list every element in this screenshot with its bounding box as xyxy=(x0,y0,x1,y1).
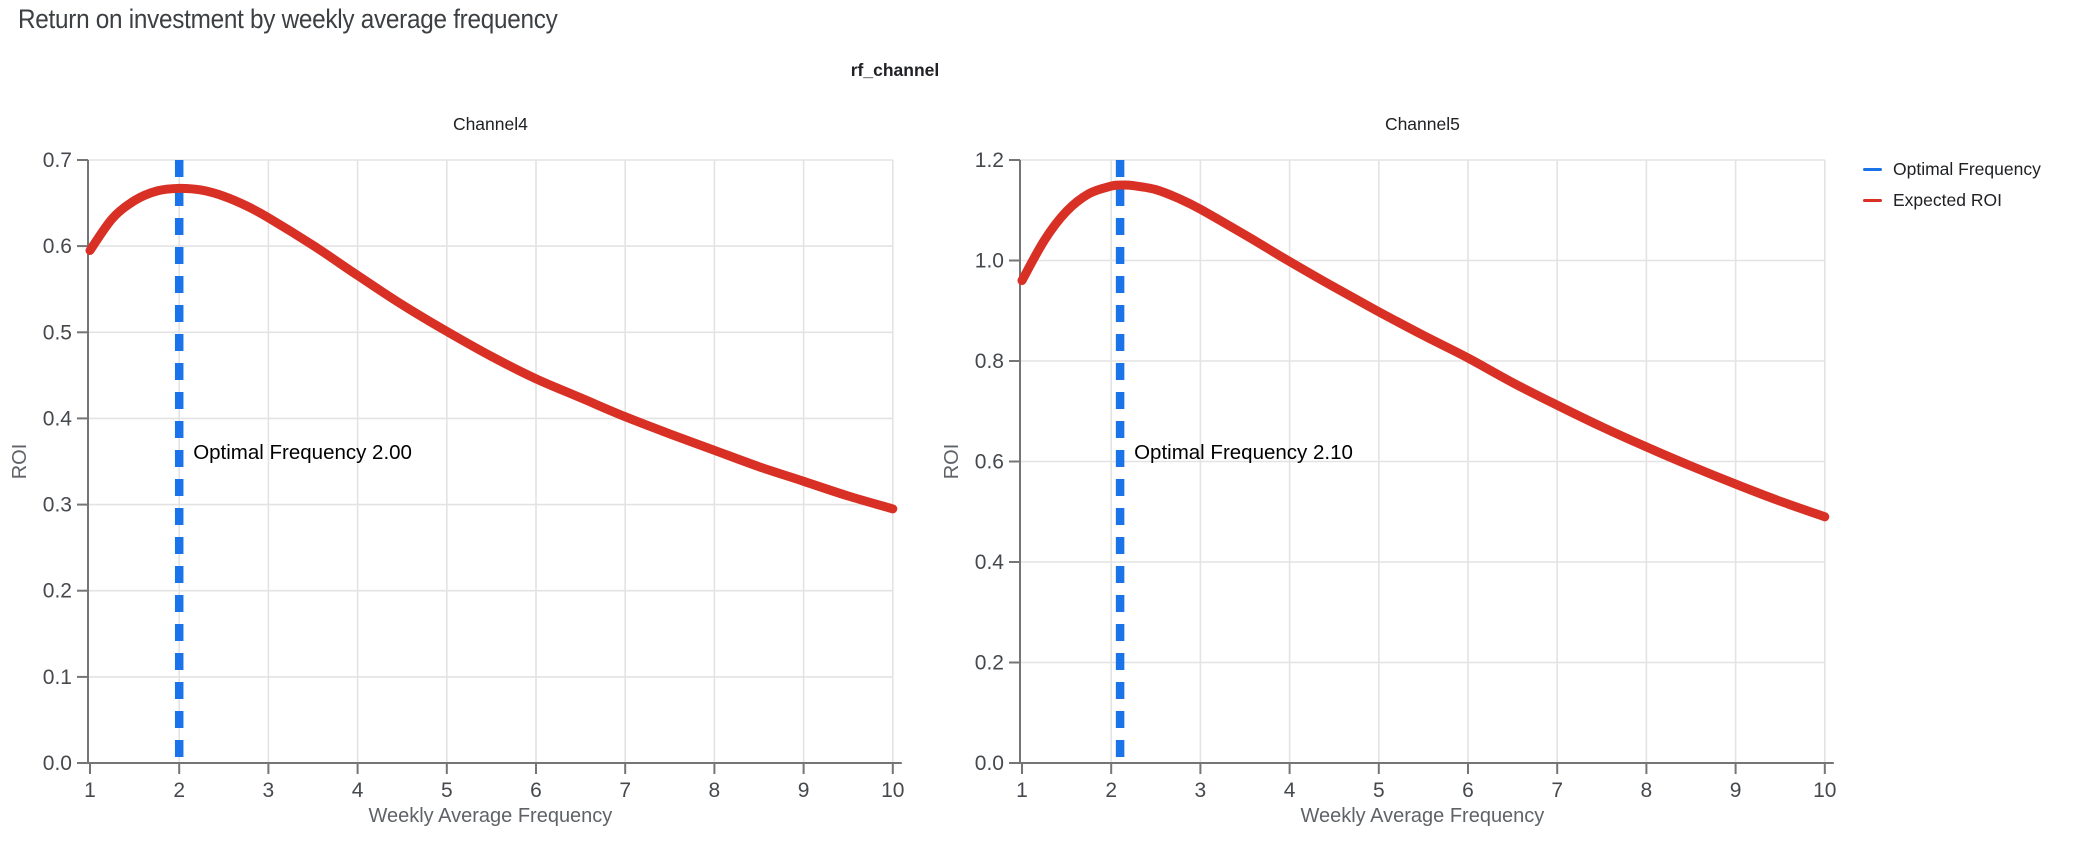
x-tick-label: 3 xyxy=(1195,779,1207,802)
y-tick-label: 0.6 xyxy=(43,235,72,258)
x-tick-label: 5 xyxy=(1373,779,1385,802)
expected-roi-curve xyxy=(85,183,898,514)
legend-item-expected-roi: Expected ROI xyxy=(1863,190,2041,211)
chart-svg: 0.0 0.2 0.4 0.6 0.8 1.0 1.2 1 2 3 4 5 6 7 8 9 10 Weekly A… xyxy=(941,114,1836,827)
axes xyxy=(77,159,902,774)
x-tick-label: 1 xyxy=(84,779,96,802)
x-tick-label: 2 xyxy=(1105,779,1117,802)
x-tick-label: 1 xyxy=(1016,779,1028,802)
y-tick-label: 0.5 xyxy=(43,321,72,344)
optimal-frequency-annotation: Optimal Frequency 2.00 xyxy=(193,441,412,464)
y-tick-label: 1.2 xyxy=(975,149,1004,172)
x-tick-label: 7 xyxy=(619,779,631,802)
x-tick-label: 8 xyxy=(709,779,721,802)
x-axis-title: Weekly Average Frequency xyxy=(368,805,612,827)
y-tick-label: 0.0 xyxy=(975,752,1004,775)
x-tick-label: 9 xyxy=(1730,779,1742,802)
roi-chart-channel4: 0.0 0.1 0.2 0.3 0.4 0.5 0.6 0.7 1 2 3 4 5 6 7 8 9 10 Weekl… xyxy=(0,100,920,840)
x-tick-label: 10 xyxy=(881,779,904,802)
roi-chart-channel5: 0.0 0.2 0.4 0.6 0.8 1.0 1.2 1 2 3 4 5 6 7 8 9 10 Weekly A… xyxy=(932,100,1852,840)
expected-roi-line-swatch xyxy=(1863,198,1882,203)
chart-subtitle: Channel5 xyxy=(1385,114,1460,134)
x-tick-label: 8 xyxy=(1641,779,1653,802)
y-tick-label: 0.4 xyxy=(43,407,73,430)
x-tick-label: 6 xyxy=(530,779,542,802)
y-tick-label: 0.0 xyxy=(43,752,72,775)
optimal-frequency-line-swatch xyxy=(1863,167,1882,172)
axes xyxy=(1009,159,1834,774)
chart-svg: 0.0 0.1 0.2 0.3 0.4 0.5 0.6 0.7 1 2 3 4 5 6 7 8 9 10 Weekl… xyxy=(9,114,904,827)
x-tick-label: 5 xyxy=(441,779,453,802)
legend-item-optimal-frequency: Optimal Frequency xyxy=(1863,159,2041,180)
y-axis-title: ROI xyxy=(941,444,963,480)
y-tick-label: 1.0 xyxy=(975,250,1004,273)
facet-label: rf_channel xyxy=(850,60,940,80)
y-tick-label: 0.7 xyxy=(43,149,72,172)
x-tick-label: 4 xyxy=(352,779,364,802)
chart-subtitle: Channel4 xyxy=(453,114,528,134)
y-tick-label: 0.2 xyxy=(975,652,1004,675)
legend: Optimal Frequency Expected ROI xyxy=(1863,159,2041,221)
x-tick-label: 9 xyxy=(798,779,810,802)
x-tick-label: 7 xyxy=(1551,779,1563,802)
y-tick-label: 0.2 xyxy=(43,580,72,603)
y-tick-label: 0.8 xyxy=(975,350,1004,373)
x-tick-label: 10 xyxy=(1813,779,1836,802)
y-axis-title: ROI xyxy=(9,444,31,480)
optimal-frequency-annotation: Optimal Frequency 2.10 xyxy=(1134,441,1353,464)
y-tick-label: 0.6 xyxy=(975,451,1004,474)
y-tick-label: 0.3 xyxy=(43,494,72,517)
y-tick-label: 0.4 xyxy=(975,551,1005,574)
y-tick-label: 0.1 xyxy=(43,666,72,689)
x-tick-label: 3 xyxy=(263,779,275,802)
gridlines xyxy=(88,159,894,764)
legend-label-optimal-frequency: Optimal Frequency xyxy=(1893,159,2041,179)
page-title: Return on investment by weekly average f… xyxy=(18,4,558,34)
x-tick-label: 4 xyxy=(1284,779,1296,802)
x-tick-label: 2 xyxy=(173,779,185,802)
legend-label-expected-roi: Expected ROI xyxy=(1893,190,2002,210)
x-axis-title: Weekly Average Frequency xyxy=(1300,805,1544,827)
expected-roi-curve xyxy=(1017,180,1830,522)
x-tick-label: 6 xyxy=(1462,779,1474,802)
